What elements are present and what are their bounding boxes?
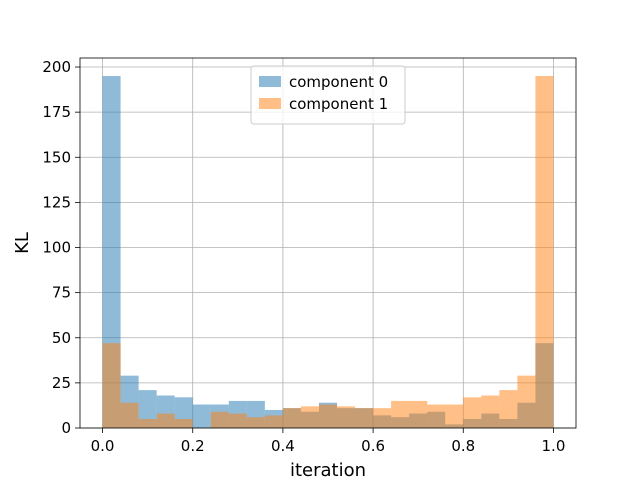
histogram-bar-series-0 xyxy=(192,404,211,428)
histogram-bar-series-1 xyxy=(156,413,175,428)
histogram-bar-series-0 xyxy=(102,76,121,429)
histogram-bar-series-1 xyxy=(409,400,428,428)
axis-ticks: 0.0 0.2 0.4 0.6 0.8 1.0 0 25 50 75 100 125 150 175 200 xyxy=(42,58,565,455)
histogram-bar-series-1 xyxy=(300,406,319,428)
histogram-bar-series-1 xyxy=(427,404,446,428)
histogram-bar-series-1 xyxy=(535,76,554,429)
histogram-bar-series-1 xyxy=(445,404,464,428)
legend-box xyxy=(250,65,406,125)
histogram-bar-series-1 xyxy=(174,418,193,428)
legend-swatch xyxy=(259,98,281,109)
y-tick-label: 175 xyxy=(42,103,71,121)
histogram-bar-series-1 xyxy=(499,390,518,428)
histogram-bar-series-1 xyxy=(264,415,283,428)
x-tick-label: 0.4 xyxy=(271,437,295,455)
histogram-bar-series-1 xyxy=(391,400,410,428)
histogram-bar-series-1 xyxy=(210,411,229,428)
histogram-bar-series-1 xyxy=(120,402,139,428)
legend-swatch xyxy=(259,76,281,87)
histogram-bar-series-1 xyxy=(463,397,482,428)
x-tick-label: 0.8 xyxy=(451,437,475,455)
bars xyxy=(102,76,554,429)
y-tick-label: 125 xyxy=(42,193,71,211)
histogram-bar-series-1 xyxy=(228,413,247,428)
y-tick-label: 50 xyxy=(52,329,71,347)
x-axis-label: iteration xyxy=(290,460,366,480)
histogram-bar-series-1 xyxy=(373,408,392,428)
legend: component 0 component 1 xyxy=(250,65,406,125)
histogram-bar-series-1 xyxy=(138,418,157,428)
y-tick-label: 75 xyxy=(52,284,71,302)
y-tick-label: 25 xyxy=(52,374,71,392)
y-tick-label: 100 xyxy=(42,239,71,257)
x-tick-label: 0.2 xyxy=(181,437,205,455)
x-tick-label: 1.0 xyxy=(542,437,566,455)
x-tick-label: 0.6 xyxy=(361,437,385,455)
y-tick-label: 200 xyxy=(42,58,71,76)
y-axis-label: KL xyxy=(12,232,33,254)
y-tick-label: 0 xyxy=(61,419,71,437)
plot-frame xyxy=(79,57,577,429)
histogram-bar-series-1 xyxy=(102,343,121,428)
legend-label: component 0 xyxy=(289,73,388,91)
legend-label: component 1 xyxy=(289,95,388,113)
histogram-bar-series-1 xyxy=(246,417,265,428)
histogram-bar-series-1 xyxy=(517,375,536,428)
y-tick-label: 150 xyxy=(42,148,71,166)
x-tick-label: 0.0 xyxy=(91,437,115,455)
histogram-bar-series-1 xyxy=(355,408,374,428)
histogram-bar-series-1 xyxy=(318,404,338,428)
histogram-bar-series-1 xyxy=(481,395,500,428)
histogram-bar-series-1 xyxy=(337,406,356,428)
histogram-bar-series-1 xyxy=(282,408,301,428)
histogram-bar-series-0 xyxy=(138,390,157,428)
